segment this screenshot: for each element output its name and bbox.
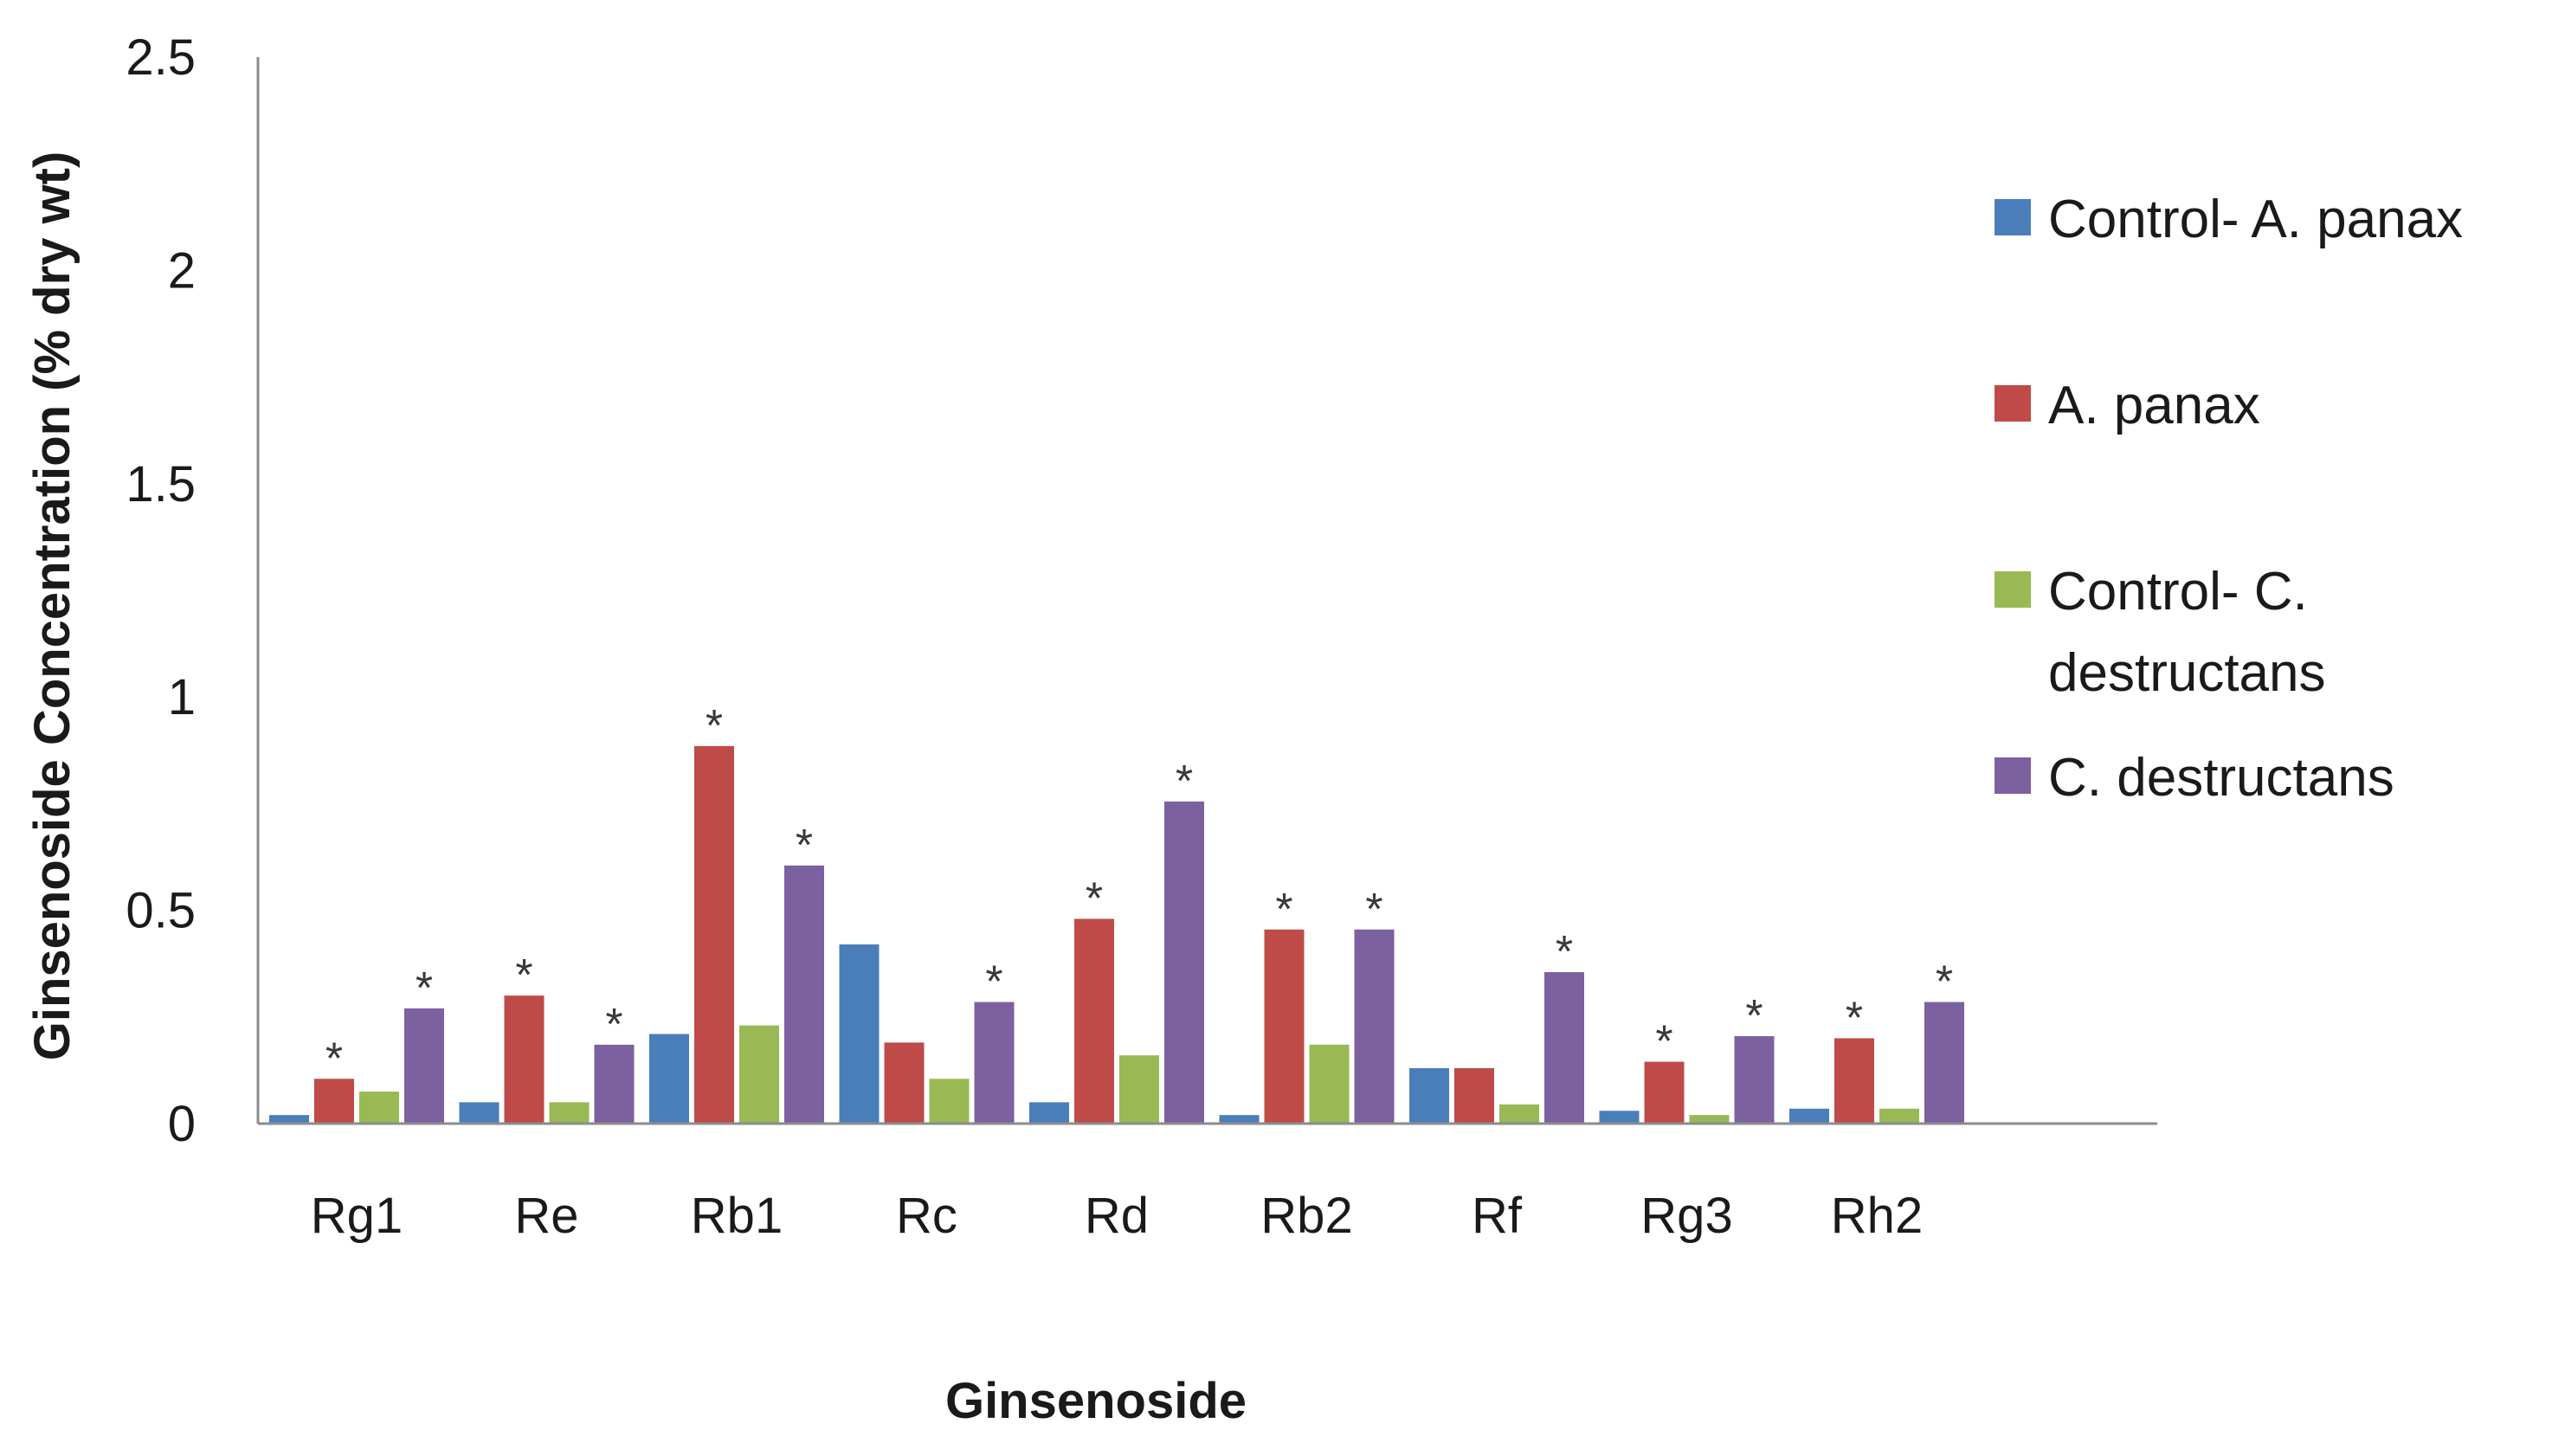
significance-star: *	[416, 963, 433, 1014]
bar-rd-series-2	[1074, 918, 1114, 1124]
y-tick-label: 0.5	[126, 883, 196, 939]
bar-rb1-series-1	[649, 1034, 689, 1124]
significance-star: *	[325, 1034, 343, 1084]
bar-rd-series-3	[1119, 1055, 1159, 1124]
significance-star: *	[985, 957, 1002, 1008]
legend: Control- A. panax A. panax Control- C. dest…	[1995, 190, 2463, 808]
y-tick-label: 2.5	[126, 29, 196, 86]
bar-rb1-series-4	[784, 865, 824, 1124]
bar-rc-series-1	[839, 944, 880, 1124]
bar-rg1-series-3	[359, 1092, 399, 1124]
bar-rg1-series-1	[269, 1115, 309, 1124]
y-tick-label: 1.5	[126, 456, 196, 512]
x-tick-label-re: Re	[514, 1188, 578, 1244]
x-tick-label-rg3: Rg3	[1640, 1188, 1732, 1244]
bar-rd-series-1	[1029, 1102, 1069, 1124]
bar-rh2-series-3	[1879, 1108, 1919, 1124]
bar-rg3-series-4	[1734, 1035, 1775, 1124]
y-axis-ticks: 0 0.5 1 1.5 2 2.5	[126, 29, 196, 1152]
legend-label-3: destructans	[2048, 643, 2326, 703]
significance-star: *	[1745, 991, 1763, 1041]
x-tick-label-rb2: Rb2	[1260, 1188, 1352, 1244]
bar-rf-series-2	[1454, 1067, 1494, 1124]
bar-rg1-series-2	[314, 1079, 354, 1124]
x-tick-label-rh2: Rh2	[1831, 1188, 1923, 1244]
legend-swatch-4	[1995, 757, 2031, 794]
significance-star: *	[1176, 757, 1193, 807]
bar-rh2-series-4	[1924, 1002, 1964, 1124]
x-tick-label-rb1: Rb1	[691, 1188, 783, 1244]
bar-re-series-4	[594, 1044, 635, 1124]
significance-star: *	[1365, 885, 1382, 935]
legend-label-4: C. destructans	[2048, 748, 2394, 808]
x-axis-categories: Rg1 Re Rb1 Rc Rd Rb2 Rf Rg3 Rh2	[311, 1188, 1923, 1244]
significance-star: *	[1275, 885, 1292, 935]
legend-label-3: Control- C.	[2048, 562, 2308, 622]
significance-star: *	[1936, 957, 1953, 1008]
y-tick-label: 0	[168, 1096, 196, 1152]
bar-rb1-series-2	[694, 745, 734, 1124]
legend-swatch-2	[1995, 385, 2031, 422]
bar-rf-series-1	[1409, 1067, 1449, 1124]
bar-re-series-2	[504, 995, 545, 1124]
y-axis-title: Ginsenoside Concentration (% dry wt)	[24, 151, 81, 1061]
legend-label-2: A. panax	[2048, 376, 2260, 435]
bar-rc-series-2	[884, 1042, 925, 1124]
bar-rh2-series-2	[1834, 1038, 1874, 1124]
bar-rg3-series-3	[1689, 1115, 1730, 1124]
bar-rb2-series-1	[1219, 1115, 1260, 1124]
bar-re-series-1	[459, 1102, 499, 1124]
bar-rf-series-3	[1499, 1104, 1539, 1124]
bar-re-series-3	[549, 1102, 590, 1124]
bar-rc-series-4	[974, 1002, 1015, 1124]
significance-star: *	[796, 821, 813, 871]
legend-label-1: Control- A. panax	[2048, 190, 2463, 249]
bar-rg3-series-1	[1599, 1111, 1640, 1124]
bar-rg1-series-4	[404, 1008, 444, 1124]
x-tick-label-rc: Rc	[896, 1188, 957, 1244]
significance-star: *	[706, 701, 723, 751]
bar-rf-series-4	[1544, 972, 1584, 1124]
significance-star: *	[1556, 927, 1573, 977]
bar-rg3-series-2	[1644, 1061, 1685, 1124]
significance-markers: * * * * * * * * * * * * * * * *	[325, 701, 1953, 1084]
bar-rd-series-4	[1164, 801, 1204, 1124]
significance-star: *	[605, 1000, 622, 1050]
bar-rb1-series-3	[739, 1025, 779, 1124]
significance-star: *	[515, 950, 532, 1001]
bar-rc-series-3	[929, 1079, 970, 1124]
bars	[269, 745, 1964, 1124]
bar-rb2-series-2	[1264, 929, 1305, 1124]
significance-star: *	[1655, 1017, 1672, 1067]
x-tick-label-rg1: Rg1	[311, 1188, 403, 1244]
y-tick-label: 1	[168, 669, 196, 725]
bar-rb2-series-3	[1309, 1044, 1350, 1124]
x-tick-label-rd: Rd	[1085, 1188, 1149, 1244]
significance-star: *	[1846, 993, 1863, 1043]
bar-rh2-series-1	[1789, 1108, 1829, 1124]
legend-swatch-1	[1995, 199, 2031, 235]
x-tick-label-rf: Rf	[1472, 1188, 1523, 1244]
significance-star: *	[1086, 873, 1103, 924]
bar-rb2-series-4	[1354, 929, 1395, 1124]
legend-swatch-3	[1995, 571, 2031, 608]
x-axis-title: Ginsenoside	[945, 1373, 1247, 1429]
y-tick-label: 2	[168, 242, 196, 299]
